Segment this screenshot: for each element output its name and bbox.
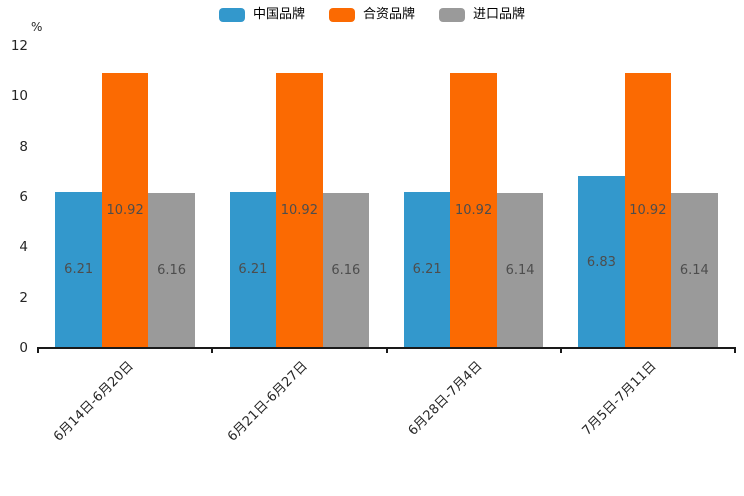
legend-item-1: 合资品牌: [328, 7, 415, 23]
x-tick-label: 6月14日-6月20日: [50, 358, 137, 445]
x-axis-tick: [734, 349, 736, 353]
bar-series1-cat2: 10.92: [450, 73, 497, 348]
bar-value-label: 6.16: [157, 262, 187, 278]
x-tick-label: 7月5日-7月11日: [579, 358, 660, 439]
bar-series1-cat0: 10.92: [101, 73, 149, 348]
x-axis-tick: [37, 349, 39, 353]
bar-value-label: 6.83: [586, 254, 616, 270]
y-tick-label: 8: [19, 138, 28, 155]
legend-item-2: 进口品牌: [439, 7, 525, 23]
legend-swatch-icon: [328, 8, 355, 22]
bar-series2-cat2: 6.14: [496, 193, 544, 348]
bar-series0-cat2: 6.21: [403, 191, 451, 348]
bar-series0-cat1: 6.21: [229, 191, 277, 348]
legend: 中国品牌 合资品牌 进口品牌: [0, 7, 744, 23]
bar-series1-cat1: 10.92: [276, 73, 323, 348]
legend-swatch-icon: [439, 8, 465, 22]
bar-series2-cat3: 6.14: [671, 193, 718, 348]
legend-label: 进口品牌: [473, 7, 526, 22]
bar-value-label: 6.16: [331, 262, 361, 278]
bar-value-label: 10.92: [629, 203, 667, 219]
bar-value-label: 10.92: [455, 203, 493, 219]
plot-area: 6.21 10.92 6.16 6.21 10.92 6.16 6.21 10.92 6.14 6…: [38, 46, 735, 348]
legend-label: 合资品牌: [362, 7, 415, 22]
bar-series2-cat1: 6.16: [322, 192, 370, 348]
x-axis-line: [37, 347, 736, 349]
y-tick-label: 0: [19, 340, 28, 356]
y-tick-label: 10: [10, 88, 28, 105]
bar-value-label: 10.92: [106, 203, 144, 219]
x-axis-tick: [211, 349, 214, 353]
bar-value-label: 10.92: [280, 203, 318, 219]
bar-series2-cat0: 6.16: [148, 192, 195, 348]
x-tick-label: 6月28日-7月4日: [405, 358, 486, 439]
bar-value-label: 6.14: [679, 263, 709, 279]
bar-value-label: 6.21: [238, 262, 268, 278]
y-tick-label: 2: [19, 289, 28, 306]
bar-value-label: 6.14: [505, 263, 535, 279]
y-tick-label: 4: [19, 239, 28, 256]
legend-swatch-icon: [218, 8, 245, 22]
bar-value-label: 6.21: [412, 262, 442, 278]
y-tick-label: 12: [10, 38, 28, 54]
bar-series1-cat3: 10.92: [624, 73, 672, 348]
bar-value-label: 6.21: [64, 262, 94, 278]
y-tick-label: 6: [19, 189, 28, 205]
x-tick-label: 6月21日-6月27日: [225, 358, 311, 445]
bar-series0-cat0: 6.21: [55, 191, 102, 348]
legend-label: 中国品牌: [252, 7, 305, 22]
x-axis-tick: [559, 349, 562, 353]
x-axis-tick: [385, 349, 388, 353]
legend-item-0: 中国品牌: [218, 7, 305, 23]
bar-series0-cat3: 6.83: [578, 176, 625, 348]
y-axis-unit-label: %: [31, 20, 43, 34]
